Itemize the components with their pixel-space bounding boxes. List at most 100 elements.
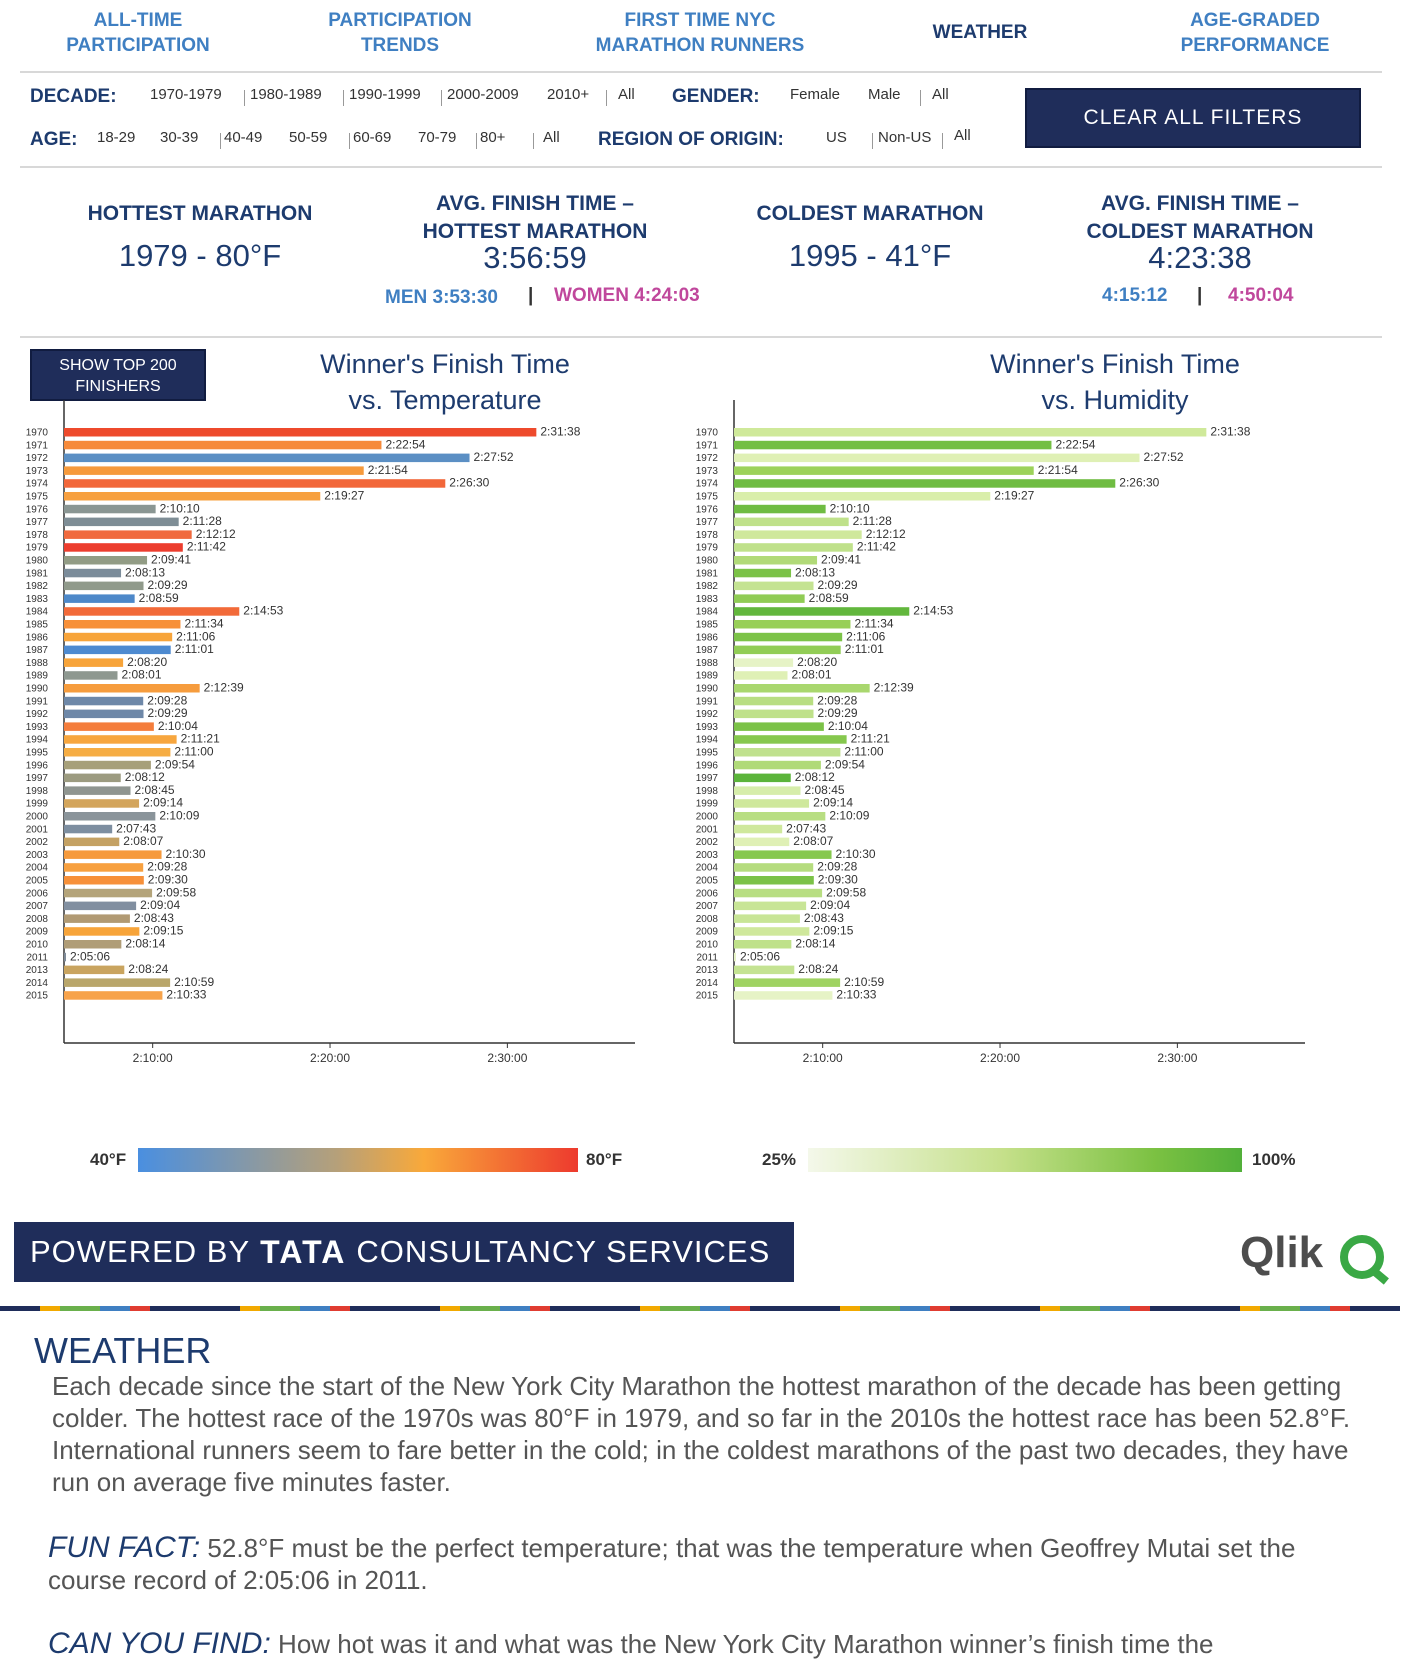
decade-option[interactable]: 1980-1989 xyxy=(250,86,322,103)
finish-time-bar[interactable] xyxy=(64,568,122,578)
show-top-200-button[interactable]: SHOW TOP 200 FINISHERS xyxy=(30,349,206,401)
age-option[interactable]: 80+ xyxy=(480,129,506,146)
finish-time-bar[interactable] xyxy=(64,440,382,450)
finish-time-bar[interactable] xyxy=(734,530,862,539)
finish-time-bar[interactable] xyxy=(64,709,144,719)
finish-time-bar[interactable] xyxy=(734,556,818,565)
finish-time-bar[interactable] xyxy=(64,607,240,616)
finish-time-bar[interactable] xyxy=(734,812,826,821)
age-option[interactable]: 40-49 xyxy=(224,129,263,146)
finish-time-bar[interactable] xyxy=(64,863,144,872)
nav-participation-trends[interactable]: PARTICIPATION TRENDS xyxy=(328,10,472,56)
finish-time-bar[interactable] xyxy=(734,837,790,847)
finish-time-bar[interactable] xyxy=(734,645,841,655)
finish-time-bar[interactable] xyxy=(734,543,853,552)
finish-time-bar[interactable] xyxy=(734,799,810,808)
finish-time-bar[interactable] xyxy=(64,927,140,936)
finish-time-bar[interactable] xyxy=(734,453,1140,463)
finish-time-bar[interactable] xyxy=(64,978,171,987)
region-option-non-us[interactable]: Non-US xyxy=(878,129,932,146)
finish-time-bar[interactable] xyxy=(64,773,121,783)
finish-time-bar[interactable] xyxy=(64,479,446,488)
age-option[interactable]: 18-29 xyxy=(97,129,136,146)
age-option-all[interactable]: All xyxy=(543,129,560,146)
age-option[interactable]: 70-79 xyxy=(418,129,457,146)
finish-time-bar[interactable] xyxy=(734,504,826,514)
finish-time-bar[interactable] xyxy=(734,671,788,680)
nav-age-graded-performance[interactable]: AGE-GRADED PERFORMANCE xyxy=(1180,10,1330,56)
finish-time-bar[interactable] xyxy=(64,594,135,603)
finish-time-bar[interactable] xyxy=(734,952,736,962)
finish-time-bar[interactable] xyxy=(734,748,841,757)
nav-weather[interactable]: WEATHER xyxy=(932,22,1028,43)
finish-time-bar[interactable] xyxy=(64,786,131,795)
finish-time-bar[interactable] xyxy=(734,568,792,578)
finish-time-bar[interactable] xyxy=(734,684,870,693)
decade-option-all[interactable]: All xyxy=(618,86,635,103)
finish-time-bar[interactable] xyxy=(734,786,801,795)
finish-time-bar[interactable] xyxy=(734,927,810,936)
finish-time-bar[interactable] xyxy=(734,440,1052,450)
age-option[interactable]: 50-59 xyxy=(289,129,328,146)
finish-time-bar[interactable] xyxy=(64,543,183,552)
age-option[interactable]: 30-39 xyxy=(160,129,199,146)
finish-time-bar[interactable] xyxy=(64,914,130,923)
gender-option-male[interactable]: Male xyxy=(868,86,901,103)
gender-option-female[interactable]: Female xyxy=(790,86,841,103)
finish-time-bar[interactable] xyxy=(64,658,124,667)
finish-time-bar[interactable] xyxy=(734,607,910,616)
finish-time-bar[interactable] xyxy=(734,479,1116,488)
finish-time-bar[interactable] xyxy=(64,453,470,463)
finish-time-bar[interactable] xyxy=(64,940,122,949)
finish-time-bar[interactable] xyxy=(64,760,151,770)
finish-time-bar[interactable] xyxy=(734,850,832,859)
finish-time-bar[interactable] xyxy=(734,773,791,783)
finish-time-bar[interactable] xyxy=(734,901,807,911)
finish-time-bar[interactable] xyxy=(64,620,181,629)
finish-time-bar[interactable] xyxy=(64,671,118,680)
finish-time-bar[interactable] xyxy=(734,492,991,501)
finish-time-bar[interactable] xyxy=(734,735,847,744)
nav-all-time-participation[interactable]: ALL-TIME PARTICIPATION xyxy=(66,10,210,56)
finish-time-bar[interactable] xyxy=(64,837,120,847)
finish-time-bar[interactable] xyxy=(734,914,800,923)
finish-time-bar[interactable] xyxy=(64,735,177,744)
finish-time-bar[interactable] xyxy=(64,556,148,565)
finish-time-bar[interactable] xyxy=(64,504,156,514)
finish-time-bar[interactable] xyxy=(64,645,171,655)
finish-time-bar[interactable] xyxy=(734,632,843,642)
finish-time-bar[interactable] xyxy=(64,824,113,834)
decade-option[interactable]: 1970-1979 xyxy=(150,86,222,103)
finish-time-bar[interactable] xyxy=(64,812,156,821)
clear-all-filters-button[interactable]: CLEAR ALL FILTERS xyxy=(1025,88,1361,148)
finish-time-bar[interactable] xyxy=(734,581,814,591)
finish-time-bar[interactable] xyxy=(734,428,1207,437)
nav-first-time-runners[interactable]: FIRST TIME NYC MARATHON RUNNERS xyxy=(595,10,805,56)
finish-time-bar[interactable] xyxy=(64,632,173,642)
finish-time-bar[interactable] xyxy=(64,428,537,437)
finish-time-bar[interactable] xyxy=(734,517,849,527)
finish-time-bar[interactable] xyxy=(734,760,821,770)
decade-option[interactable]: 2000-2009 xyxy=(447,86,519,103)
finish-time-bar[interactable] xyxy=(64,517,179,527)
finish-time-bar[interactable] xyxy=(64,965,125,975)
finish-time-bar[interactable] xyxy=(734,620,851,629)
decade-option[interactable]: 1990-1999 xyxy=(349,86,421,103)
finish-time-bar[interactable] xyxy=(64,901,137,911)
finish-time-bar[interactable] xyxy=(734,658,794,667)
finish-time-bar[interactable] xyxy=(64,530,192,539)
finish-time-bar[interactable] xyxy=(734,824,783,834)
finish-time-bar[interactable] xyxy=(64,696,144,706)
finish-time-bar[interactable] xyxy=(64,799,140,808)
region-option-us[interactable]: US xyxy=(826,129,847,146)
region-option-all[interactable]: All xyxy=(954,127,971,144)
gender-option-all[interactable]: All xyxy=(932,86,949,103)
finish-time-bar[interactable] xyxy=(734,594,805,603)
finish-time-bar[interactable] xyxy=(64,850,162,859)
finish-time-bar[interactable] xyxy=(64,748,171,757)
finish-time-bar[interactable] xyxy=(734,978,841,987)
finish-time-bar[interactable] xyxy=(734,888,823,898)
finish-time-bar[interactable] xyxy=(64,466,364,475)
finish-time-bar[interactable] xyxy=(734,466,1034,475)
age-option[interactable]: 60-69 xyxy=(353,129,392,146)
